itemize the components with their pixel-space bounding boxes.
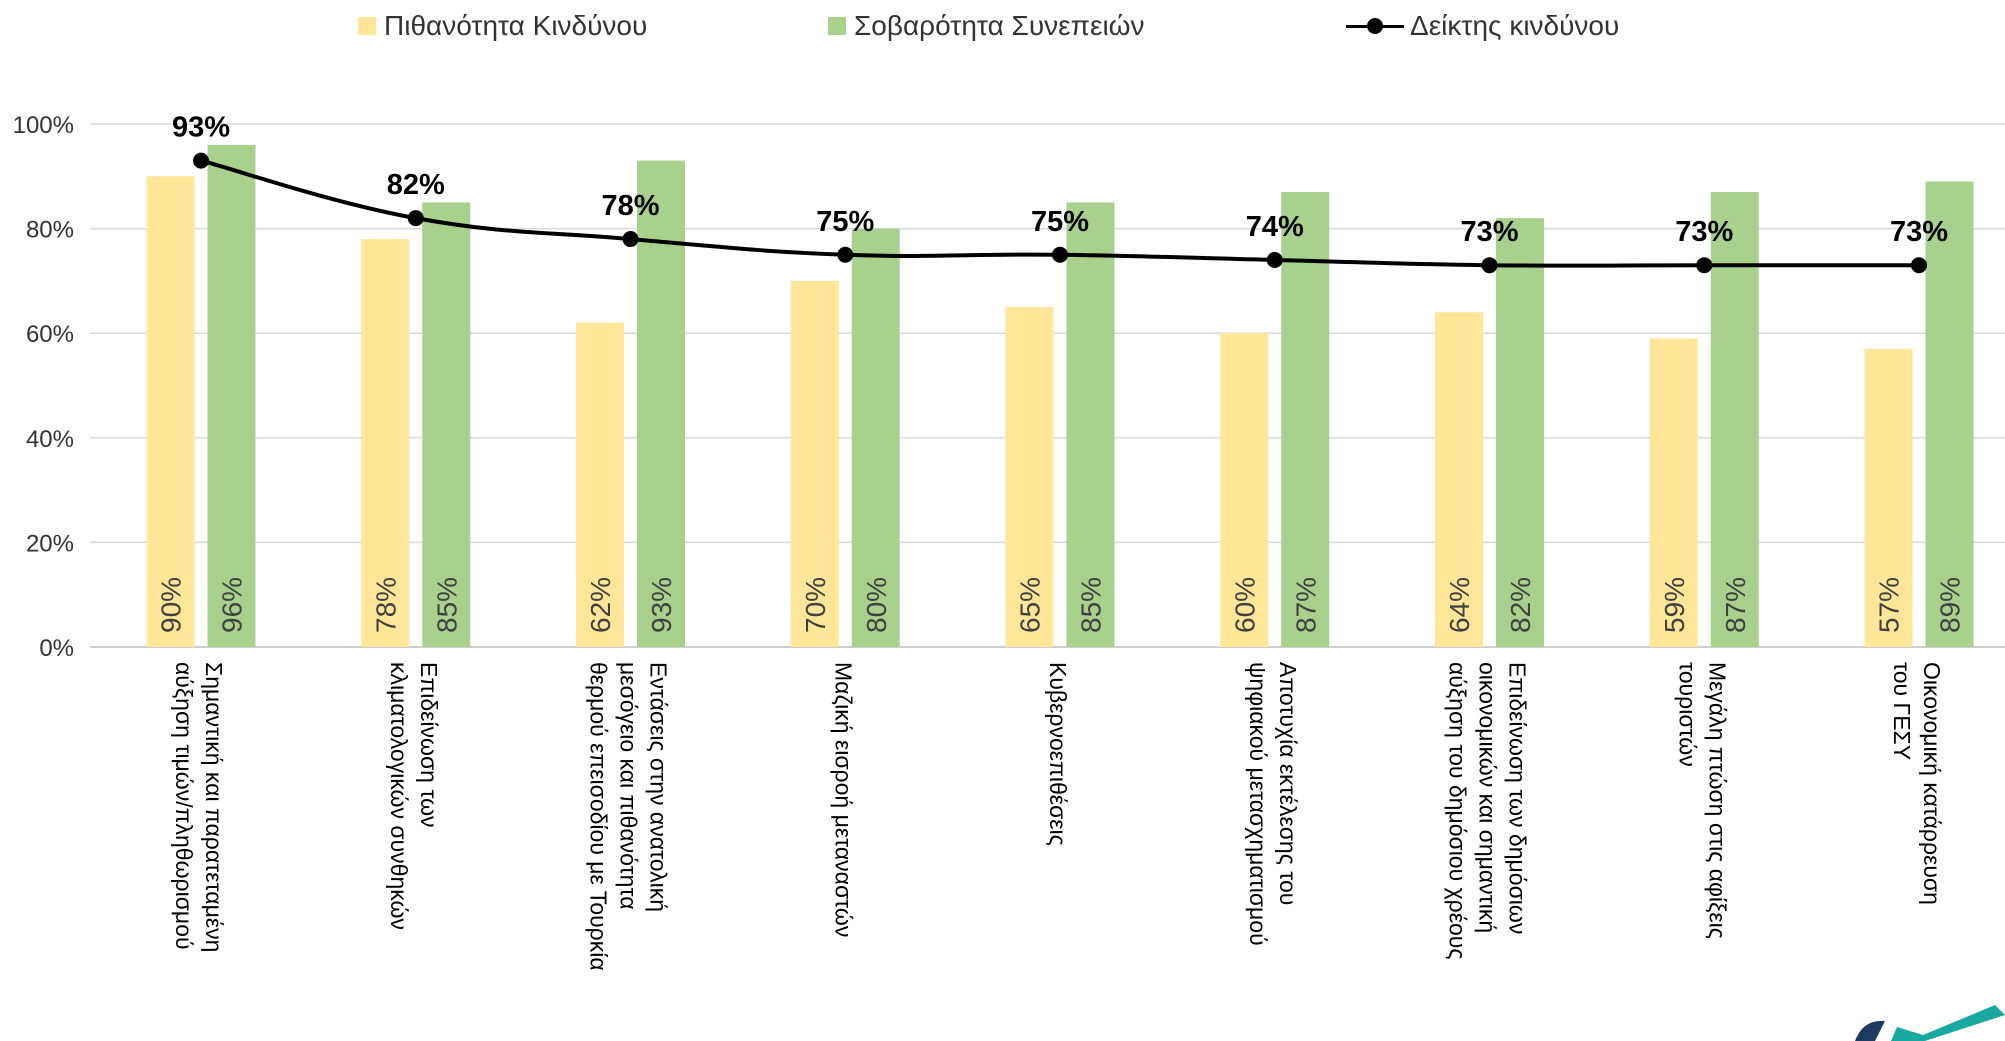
bar-probability bbox=[576, 322, 624, 647]
bar-probability bbox=[1435, 312, 1483, 647]
bar-probability bbox=[790, 280, 839, 647]
legend-label-severity: Σοβαρότητα Συνεπειών bbox=[854, 10, 1145, 41]
bar-probability bbox=[1220, 333, 1269, 647]
bar-severity bbox=[637, 160, 685, 648]
y-tick-label: 60% bbox=[26, 321, 74, 348]
index-point bbox=[1911, 257, 1927, 274]
index-point bbox=[193, 152, 209, 169]
category-label: Επιδείνωση των δημόσιων bbox=[1505, 662, 1531, 934]
bar-value-label-severity: 85% bbox=[431, 577, 462, 633]
category-label: αύξηση τιμών/πληθωρισμού bbox=[171, 662, 197, 950]
category-label: Κυβερνοεπιθέσεις bbox=[1045, 662, 1071, 846]
bar-value-label-severity: 87% bbox=[1720, 577, 1751, 633]
category-label: τουριστών bbox=[1674, 662, 1700, 767]
bar-severity bbox=[1281, 191, 1330, 648]
index-value-label: 74% bbox=[1246, 211, 1304, 243]
bar-severity bbox=[1925, 181, 1974, 647]
index-value-label: 82% bbox=[387, 169, 445, 201]
bar-value-label-probability: 78% bbox=[370, 577, 401, 633]
bar-value-label-probability: 70% bbox=[800, 577, 831, 633]
index-value-label: 73% bbox=[1890, 216, 1948, 248]
index-value-label: 93% bbox=[172, 112, 230, 144]
category-label: κλιματολογικών συνθηκών bbox=[386, 662, 412, 930]
bar-value-label-severity: 80% bbox=[861, 577, 892, 633]
bars-layer bbox=[146, 144, 1974, 648]
legend-swatch-index bbox=[1346, 17, 1404, 35]
category-label: Οικονομική κατάρρευση bbox=[1919, 662, 1945, 905]
bar-severity bbox=[851, 228, 900, 647]
category-label: οικονομικών και σημαντική bbox=[1475, 662, 1501, 933]
index-value-label: 75% bbox=[1031, 206, 1089, 238]
index-value-label: 78% bbox=[601, 190, 659, 222]
bar-probability bbox=[361, 239, 410, 647]
index-value-label: 75% bbox=[816, 206, 874, 238]
legend-label-index: Δείκτης κινδύνου bbox=[1410, 10, 1620, 41]
bar-severity bbox=[1496, 218, 1544, 647]
index-value-label: 73% bbox=[1460, 216, 1518, 248]
category-label: του ΓΕΣΥ bbox=[1889, 662, 1915, 760]
category-label: Αποτυχία εκτέλεσης του bbox=[1275, 662, 1301, 905]
category-label: Σημαντική και παρατεταμένη bbox=[201, 662, 227, 952]
category-label: αύξηση του δημόσιου χρέους bbox=[1445, 662, 1471, 959]
bar-probability bbox=[1864, 348, 1913, 647]
y-tick-label: 100% bbox=[13, 112, 74, 139]
bar-value-label-severity: 87% bbox=[1290, 577, 1321, 633]
y-tick-label: 20% bbox=[26, 530, 74, 557]
category-label: ψηφιακού μετασχηματισμού bbox=[1245, 662, 1271, 946]
legend-item-index: Δείκτης κινδύνου bbox=[1346, 10, 1619, 42]
index-point bbox=[1266, 251, 1283, 268]
y-tick-label: 40% bbox=[26, 426, 74, 453]
bar-value-label-severity: 85% bbox=[1076, 577, 1107, 633]
index-point bbox=[622, 231, 639, 248]
bar-severity bbox=[422, 202, 471, 647]
index-point bbox=[407, 210, 424, 227]
bar-value-label-severity: 93% bbox=[646, 577, 677, 633]
index-point bbox=[1052, 246, 1068, 263]
index-point bbox=[837, 246, 854, 263]
category-label: Επιδείνωση των bbox=[416, 662, 442, 828]
legend-item-probability: Πιθανότητα Κινδύνου bbox=[358, 10, 647, 42]
y-tick-label: 0% bbox=[39, 635, 74, 662]
legend-swatch-severity bbox=[828, 17, 846, 35]
bar-severity bbox=[1066, 202, 1115, 647]
bar-value-label-probability: 62% bbox=[585, 577, 616, 633]
index-value-label: 73% bbox=[1675, 216, 1733, 248]
bar-value-label-severity: 96% bbox=[217, 577, 248, 633]
labels-layer: 0% 20% 40% 60% 80% 100% 90% 96% Σημαντική και πα… bbox=[13, 112, 1966, 971]
line-layer bbox=[193, 152, 1927, 274]
logo-icon bbox=[1855, 1005, 2005, 1041]
index-point bbox=[1696, 257, 1713, 274]
legend-item-severity: Σοβαρότητα Συνεπειών bbox=[828, 10, 1145, 42]
category-label: μεσόγειο και πιθανότητα bbox=[616, 662, 642, 910]
category-label: Μεγάλη πτώση στις αφίξεις bbox=[1704, 662, 1730, 939]
bar-value-label-probability: 90% bbox=[156, 577, 187, 633]
index-point bbox=[1481, 257, 1498, 274]
bar-probability bbox=[1649, 338, 1698, 647]
legend-label-probability: Πιθανότητα Κινδύνου bbox=[384, 10, 648, 41]
category-label: Εντάσεις στην ανατολική bbox=[646, 662, 672, 912]
bar-value-label-probability: 59% bbox=[1659, 577, 1690, 633]
category-label: Μαζική εισροή μεταναστών bbox=[830, 662, 856, 937]
bar-value-label-probability: 65% bbox=[1015, 577, 1046, 633]
bar-value-label-severity: 89% bbox=[1935, 577, 1966, 633]
category-label: θερμού επεισοδίου με Τουρκία bbox=[586, 662, 612, 971]
chart-legend: Πιθανότητα Κινδύνου Σοβαρότητα Συνεπειών… bbox=[0, 10, 2005, 50]
legend-swatch-probability bbox=[358, 17, 376, 35]
bar-severity bbox=[1710, 191, 1759, 648]
bar-value-label-severity: 82% bbox=[1505, 577, 1536, 633]
bar-value-label-probability: 64% bbox=[1444, 577, 1475, 633]
bar-value-label-probability: 57% bbox=[1874, 577, 1905, 633]
bar-probability bbox=[1005, 307, 1054, 647]
y-tick-label: 80% bbox=[26, 217, 74, 244]
bar-value-label-probability: 60% bbox=[1229, 577, 1260, 633]
bar-severity bbox=[207, 144, 256, 648]
bar-probability bbox=[146, 176, 195, 648]
